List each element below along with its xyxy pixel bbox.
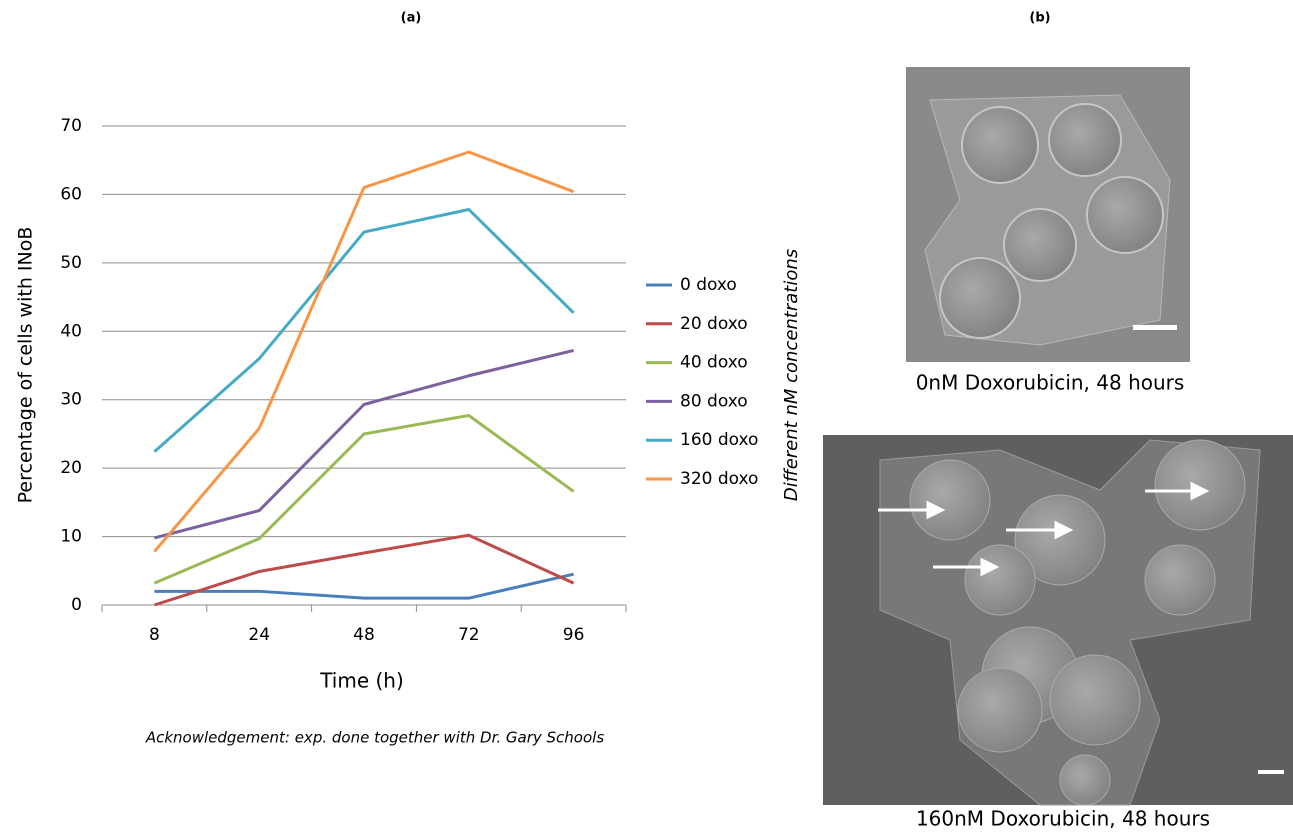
panel-label: (b) <box>1029 11 1050 26</box>
note: Acknowledgement: exp. done together with… <box>145 729 604 747</box>
x-tick-label: 24 <box>248 625 270 645</box>
line <box>153 207 575 453</box>
line <box>154 572 574 600</box>
x-tick-label: 8 <box>149 625 160 645</box>
panel-label: (a) <box>401 11 422 26</box>
y-tick-label: 70 <box>60 116 82 136</box>
micrograph <box>906 67 1190 362</box>
y-tick-label: 10 <box>60 527 82 547</box>
image-caption: 0nM Doxorubicin, 48 hours <box>916 371 1185 395</box>
y-tick-label: 50 <box>60 253 82 273</box>
side-label: Different nM concentrations <box>781 249 802 501</box>
y-tick-label: 20 <box>60 458 82 478</box>
line <box>153 413 575 585</box>
line <box>153 150 575 553</box>
legend-label: 40 doxo <box>680 353 748 373</box>
y-axis-label: Percentage of cells with INoB <box>15 227 37 504</box>
y-tick-label: 60 <box>60 184 82 204</box>
legend-label: 320 doxo <box>680 469 758 489</box>
line <box>153 533 575 607</box>
micrograph <box>823 435 1293 806</box>
legend-label: 0 doxo <box>680 275 737 295</box>
y-tick-label: 40 <box>60 321 82 341</box>
x-tick-label: 48 <box>353 625 375 645</box>
x-tick-label: 72 <box>458 625 480 645</box>
y-tick-label: 0 <box>71 595 82 615</box>
image-caption: 160nM Doxorubicin, 48 hours <box>916 807 1210 831</box>
y-tick-label: 30 <box>60 390 82 410</box>
legend-label: 80 doxo <box>680 391 748 411</box>
legend-label: 20 doxo <box>680 314 748 334</box>
x-tick-label: 96 <box>563 625 585 645</box>
legend-label: 160 doxo <box>680 430 758 450</box>
line <box>154 348 574 540</box>
x-axis-label: Time (h) <box>319 669 404 693</box>
